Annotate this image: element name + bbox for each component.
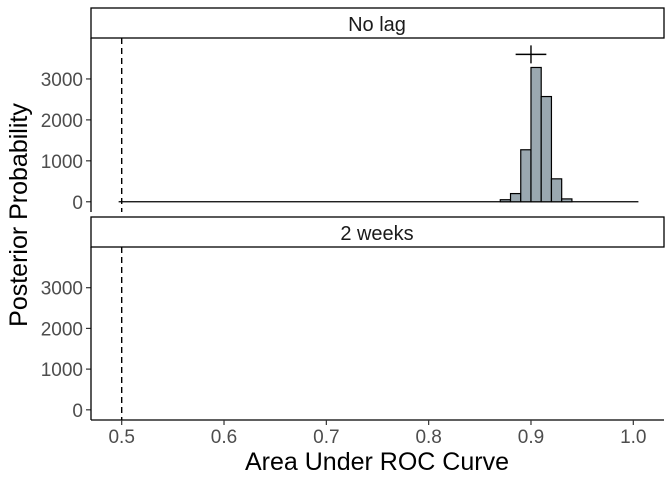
histogram-bar <box>561 198 573 203</box>
y-tick-label: 2000 <box>41 319 83 340</box>
y-tick-label: 1000 <box>41 152 83 173</box>
summary-marker-no-lag <box>515 45 547 64</box>
strip-2-weeks <box>90 216 665 248</box>
y-tick-label: 2000 <box>41 111 83 132</box>
strip-label-no-lag: No lag <box>348 14 406 36</box>
x-tick-label: 1.0 <box>620 427 646 448</box>
panel-2-weeks: 2 weeks 0 1000 2000 3000 <box>41 216 665 422</box>
histogram-bar <box>530 66 542 203</box>
y-tick-label: 3000 <box>41 279 83 300</box>
histogram-bar <box>499 199 512 203</box>
histogram-bars-no-lag <box>118 66 639 203</box>
x-axis-title: Area Under ROC Curve <box>245 448 509 476</box>
histogram-bar <box>550 178 563 203</box>
y-axis-no-lag: 0 1000 2000 3000 <box>41 70 91 214</box>
x-tick-label: 0.7 <box>313 427 339 448</box>
x-axis: 0.5 0.6 0.7 0.8 0.9 1.0 <box>108 420 647 448</box>
histogram-bar <box>520 149 532 203</box>
strip-label-2-weeks: 2 weeks <box>340 223 413 245</box>
y-tick-label: 0 <box>72 193 83 214</box>
y-tick-label: 0 <box>72 401 83 422</box>
panel-no-lag: No lag 0 1000 2000 3000 <box>41 7 665 214</box>
x-tick-label: 0.8 <box>415 427 441 448</box>
histogram-bar <box>540 95 553 203</box>
x-tick-label: 0.6 <box>211 427 237 448</box>
x-tick-label: 0.9 <box>518 427 544 448</box>
y-tick-label: 1000 <box>41 360 83 381</box>
strip-no-lag <box>90 7 665 39</box>
x-tick-label: 0.5 <box>108 427 134 448</box>
y-tick-label: 3000 <box>41 70 83 91</box>
y-axis-2-weeks: 0 1000 2000 3000 <box>41 279 91 422</box>
histogram-bar <box>509 192 522 203</box>
y-axis-title: Posterior Probability <box>5 103 33 327</box>
